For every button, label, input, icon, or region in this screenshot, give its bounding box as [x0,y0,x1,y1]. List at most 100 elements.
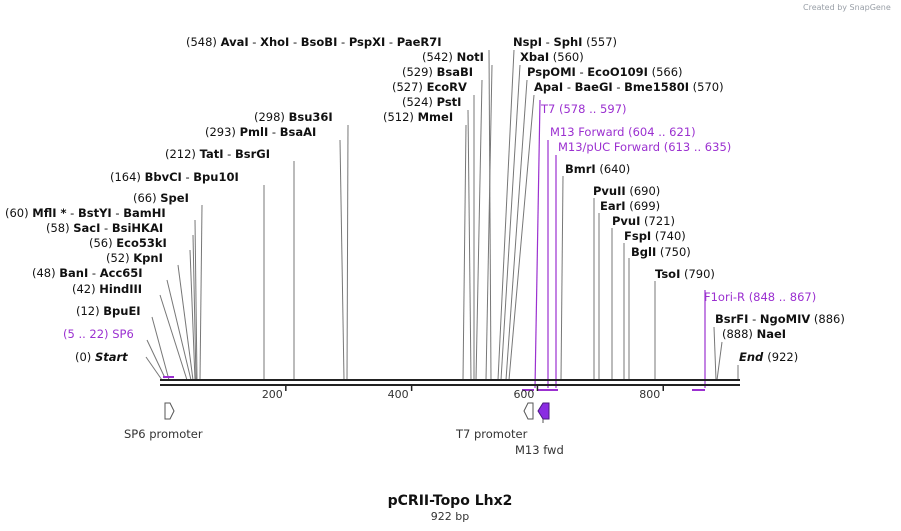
separator: - [337,35,348,49]
connector-524 [467,109,472,381]
site-label: BsrFI - NgoMIV (886) [715,312,845,326]
site-position: (52) [106,251,133,265]
enzyme-name: NaeI [757,327,786,341]
enzyme-name: PspOMI [527,65,576,79]
enzyme-name: BbvCI [145,170,182,184]
site-position: (886) [810,312,845,326]
primer-connector-t7 [534,99,541,389]
enzyme-name: BsaAI [280,125,317,139]
primer-name: SP6 [112,327,134,341]
site-label: EarI (699) [600,199,660,213]
site-position: (48) [32,266,59,280]
site-label: (66) SpeI [133,191,189,205]
start-label: (0) Start [75,350,128,364]
primer-connectors [534,99,706,389]
enzyme-name: MmeI [418,110,454,124]
separator: - [100,221,111,235]
connector-sp6 [146,339,166,379]
site-position: (542) [422,50,457,64]
connector-start [145,356,163,381]
enzyme-name: PaeR7I [397,35,442,49]
site-position: (527) [392,80,427,94]
enzyme-name: EcoO109I [587,65,648,79]
enzyme-name: NotI [457,50,484,64]
connector-512 [462,124,467,381]
primer-label: (5 .. 22) SP6 [63,327,134,341]
separator: - [112,206,123,220]
connector-12 [151,316,170,381]
site-position: (529) [402,65,437,79]
site-position: (557) [582,35,617,49]
connector-293 [339,139,345,381]
connector-58 [192,234,197,381]
primer-range: (604 .. 621) [628,125,696,139]
site-label: (293) PmlI - BsaAI [205,125,316,139]
site-label: XbaI (560) [520,50,584,64]
separator: - [249,35,260,49]
separator: - [542,35,553,49]
end-text: End [739,350,767,364]
enzyme-name: BmrI [565,162,596,176]
enzyme-name: TatI [200,147,224,161]
start-text: Start [95,350,128,364]
separator: - [224,147,235,161]
site-label: (542) NotI [422,50,484,64]
connector-560 [500,64,521,381]
site-label: PvuI (721) [612,214,675,228]
connector-886 [713,326,717,381]
separator: - [289,35,300,49]
primer-range: (613 .. 635) [664,140,732,154]
primer-label: M13/pUC Forward (613 .. 635) [558,140,731,154]
separator: - [748,312,759,326]
site-position: (212) [165,147,200,161]
enzyme-name: BanI [59,266,88,280]
feature-label: SP6 promoter [124,427,203,441]
connector-60 [194,219,198,381]
site-position: (512) [383,110,418,124]
enzyme-name: PspXI [349,35,385,49]
separator: - [576,65,587,79]
site-position: (164) [110,170,145,184]
site-connectors [145,49,739,381]
site-position: (293) [205,125,240,139]
site-label: (524) PstI [402,95,461,109]
enzyme-name: Bpu10I [193,170,238,184]
site-labels: (548) AvaI - XhoI - BsoBI - PspXI - PaeR… [5,35,845,523]
enzyme-name: EarI [600,199,626,213]
enzyme-name: NgoMIV [760,312,810,326]
site-label: PspOMI - EcoO109I (566) [527,65,683,79]
connector-570 [508,94,535,381]
connector-640 [560,175,564,381]
t7-promoter-arrow [523,402,534,420]
tick-label: 400 [388,388,409,401]
connector-529 [475,79,483,381]
site-position: (570) [689,80,724,94]
enzyme-name: KpnI [133,251,163,265]
site-label: (42) HindIII [72,282,142,296]
site-position: (640) [596,162,631,176]
site-label: (58) SacI - BsiHKAI [46,221,163,235]
primer-marks [163,376,705,391]
site-position: (298) [254,110,289,124]
site-position: (566) [648,65,683,79]
site-position: (699) [626,199,661,213]
site-label: PvuII (690) [593,184,660,198]
connector-52 [177,264,194,381]
site-position: (548) [186,35,221,49]
primer-range: (848 .. 867) [749,290,817,304]
primer-name: T7 [540,102,559,116]
primer-name: M13 Forward [550,125,628,139]
feature-label: M13 fwd [515,443,564,457]
site-position: (42) [72,282,99,296]
site-position: (690) [626,184,661,198]
connector-66 [199,204,203,381]
site-label: FspI (740) [624,229,686,243]
site-position: (524) [402,95,437,109]
primer-label: T7 (578 .. 597) [540,102,627,116]
enzyme-name: SacI [73,221,100,235]
snapgene-credit: Created by SnapGene [803,3,891,12]
site-label: (527) EcoRV [392,80,467,94]
enzyme-name: ApaI [534,80,563,94]
enzyme-name: BsoBI [301,35,338,49]
primer-range: (578 .. 597) [559,102,627,116]
